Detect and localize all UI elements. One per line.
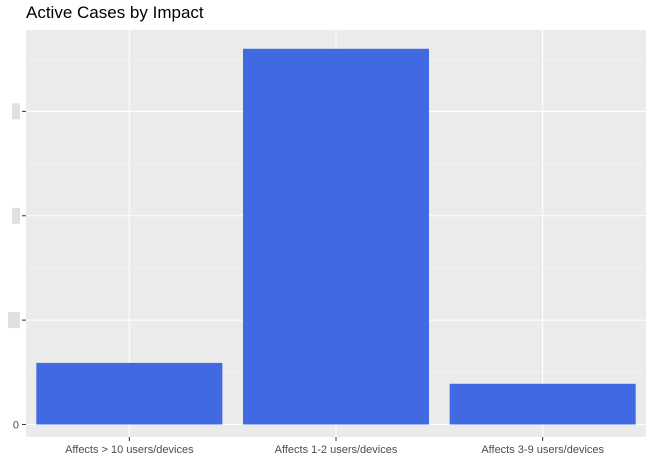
bars-layer: [36, 48, 636, 425]
bar: [36, 362, 223, 425]
chart-title: Active Cases by Impact: [26, 3, 204, 22]
bar: [243, 48, 429, 425]
y-tick-label-redacted: [12, 103, 20, 120]
y-tick-label-redacted: [12, 207, 20, 224]
x-tick-label: Affects 1-2 users/devices: [275, 444, 398, 456]
bar: [449, 383, 636, 425]
x-tick-label: Affects 3-9 users/devices: [481, 444, 604, 456]
y-tick-label: 0: [13, 419, 19, 431]
x-tick-label: Affects > 10 users/devices: [65, 444, 194, 456]
y-tick-label-redacted: [8, 312, 20, 329]
x-axis: Affects > 10 users/devices Affects 1-2 us…: [65, 437, 605, 456]
y-axis: 0: [8, 103, 26, 431]
